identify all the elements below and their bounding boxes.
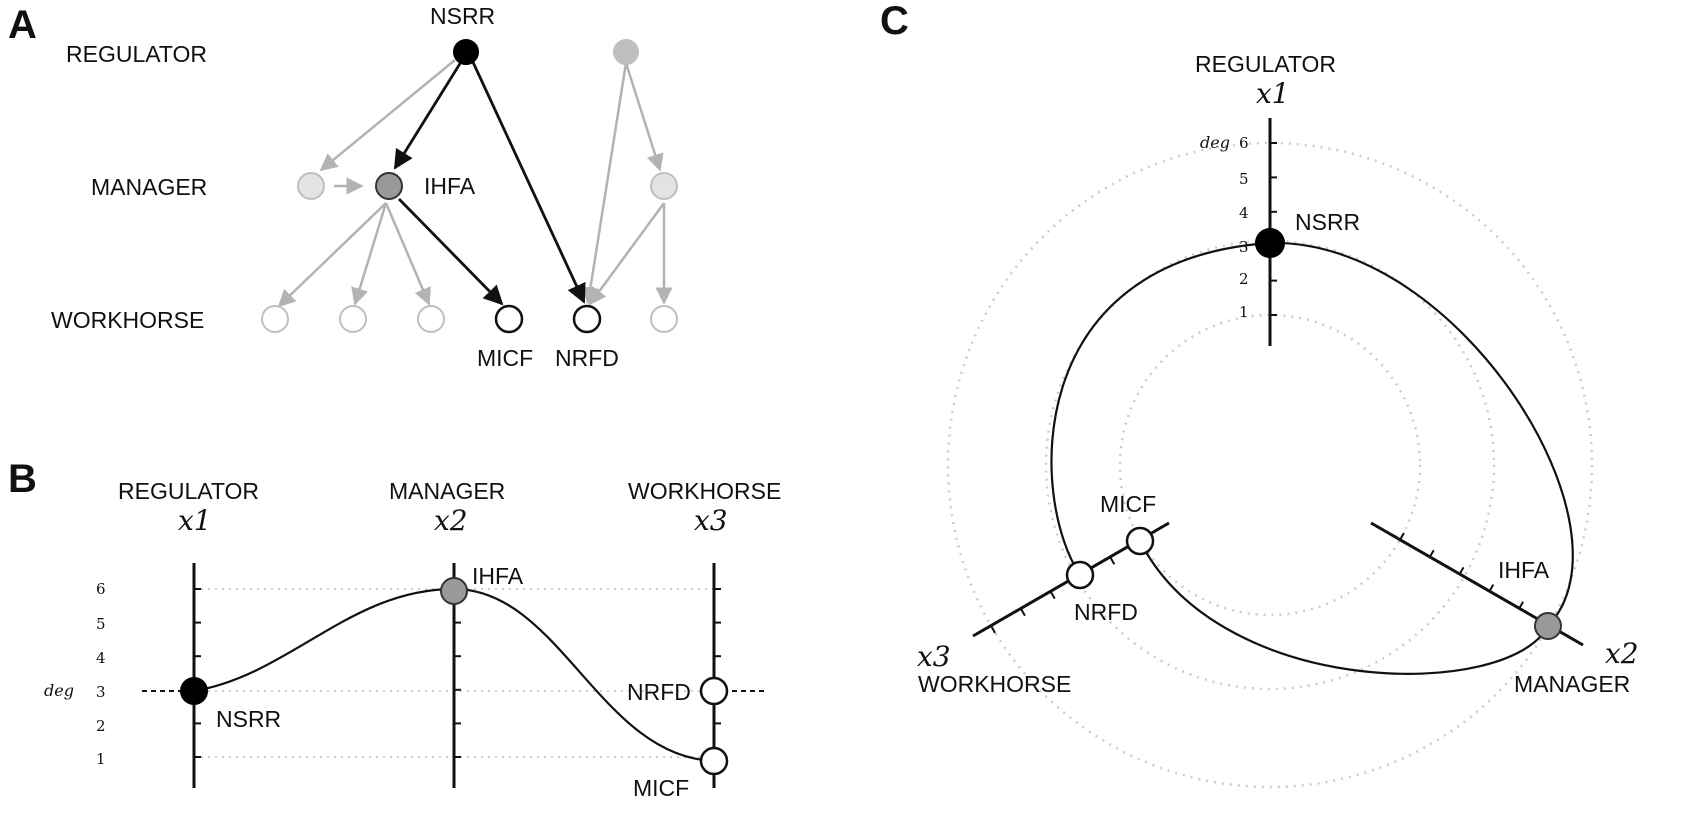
label-ihfa-a: IHFA — [424, 173, 476, 199]
label-nsrr-a: NSRR — [430, 3, 495, 29]
tick-mark-c-x2 — [1488, 584, 1495, 593]
label-micf-c: MICF — [1100, 491, 1156, 517]
edge-fadedmgr-to-nrfd — [588, 202, 666, 306]
tick-c-1: 1 — [1239, 303, 1249, 321]
axis-c-x1-label: x1 — [1256, 77, 1290, 110]
node-ihfa-b — [440, 577, 468, 605]
label-ihfa-b: IHFA — [472, 563, 524, 589]
deg-label-b: deg — [44, 681, 74, 700]
tick-c-3: 3 — [1239, 238, 1249, 256]
tick-mark-c-x2 — [1399, 532, 1405, 541]
tick-b-6: 6 — [96, 580, 106, 598]
panel-c: C 6 5 4 3 2 1 deg NSRR IHFA — [880, 0, 1639, 789]
label-nsrr-c: NSRR — [1295, 209, 1360, 235]
axis-b-x1-label: x1 — [178, 504, 212, 537]
label-nrfd-b: NRFD — [627, 679, 691, 705]
tick-c-2: 2 — [1239, 270, 1249, 288]
faded-edges — [277, 59, 673, 308]
node-micf-b — [699, 746, 729, 776]
node-faded-workhorse-3 — [417, 305, 445, 333]
label-nsrr-b: NSRR — [216, 706, 281, 732]
edge-ihfa-to-wh2 — [351, 202, 388, 306]
label-nrfd-a: NRFD — [555, 345, 619, 371]
edge-nsrr-to-faded-manager — [319, 59, 456, 172]
axis-b-x2-label: x2 — [434, 504, 468, 537]
axis-b-workhorse-label: WORKHORSE — [628, 478, 781, 504]
node-faded-regulator — [613, 39, 639, 65]
axis-c-x2-label: x2 — [1605, 637, 1639, 670]
level-manager-label: MANAGER — [91, 174, 207, 200]
node-nrfd-a — [572, 304, 602, 334]
node-ihfa-c — [1534, 612, 1562, 640]
tick-mark-c-x2 — [1518, 601, 1524, 610]
panel-b: B REGULATOR MANAGER WORKHORSE x1 x2 x3 6… — [8, 457, 781, 801]
tick-b-4: 4 — [96, 649, 106, 667]
panel-b-label: B — [8, 457, 37, 501]
axis-b-regulator-label: REGULATOR — [118, 478, 259, 504]
curve-nrfd-to-nsrr — [1050, 241, 1271, 576]
edge-ihfa-to-wh3 — [384, 202, 431, 306]
node-faded-workhorse-6 — [650, 305, 678, 333]
tick-mark-c-x3 — [1109, 556, 1116, 565]
tick-mark-c-x2 — [1428, 549, 1435, 558]
axis-c-workhorse-label: WORKHORSE — [918, 671, 1071, 697]
node-nsrr-c — [1255, 228, 1285, 258]
tick-mark-c-x3 — [1049, 591, 1056, 600]
panel-a-label: A — [8, 3, 37, 47]
node-micf-a — [494, 304, 524, 334]
axis-b-manager-label: MANAGER — [389, 478, 505, 504]
panel-a: A REGULATOR MANAGER WORKHORSE — [8, 3, 678, 371]
label-ihfa-c: IHFA — [1498, 557, 1550, 583]
edge-fadedreg-to-nrfd — [581, 62, 628, 305]
node-nrfd-b — [699, 676, 729, 706]
node-faded-workhorse-1 — [261, 305, 289, 333]
tick-c-6: 6 — [1239, 134, 1249, 152]
node-faded-manager-left — [297, 172, 325, 200]
level-workhorse-label: WORKHORSE — [51, 307, 204, 333]
highlight-edges — [393, 59, 586, 306]
label-micf-a: MICF — [477, 345, 533, 371]
edge-fadedreg-to-fadedmgr — [624, 62, 664, 172]
curve-ihfa-to-micf — [1139, 540, 1549, 675]
axis-c-regulator-label: REGULATOR — [1195, 51, 1336, 77]
node-faded-workhorse-2 — [339, 305, 367, 333]
label-nrfd-c: NRFD — [1074, 599, 1138, 625]
level-regulator-label: REGULATOR — [66, 41, 207, 67]
edge-ihfa-to-wh1 — [277, 202, 387, 308]
node-nrfd-c — [1065, 560, 1095, 590]
node-micf-c — [1125, 526, 1155, 556]
label-micf-b: MICF — [633, 775, 689, 801]
c-axis-ticks — [990, 142, 1554, 634]
edge-ihfa-to-micf — [398, 198, 504, 306]
axis-c-manager-label: MANAGER — [1514, 671, 1630, 697]
curve-nsrr-to-ihfa — [1269, 241, 1574, 627]
panel-c-label: C — [880, 0, 909, 43]
tick-b-3: 3 — [96, 683, 106, 701]
tick-mark-c-x2 — [1458, 566, 1465, 575]
node-ihfa-a — [375, 172, 403, 200]
axis-b-x3-label: x3 — [694, 504, 728, 537]
tick-b-5: 5 — [96, 615, 106, 633]
tick-c-5: 5 — [1239, 170, 1249, 188]
tick-b-2: 2 — [96, 717, 106, 735]
edge-nsrr-to-ihfa — [393, 61, 463, 170]
tick-mark-c-x3 — [1020, 608, 1026, 617]
c-connection-curves — [1050, 241, 1574, 675]
tick-mark-c-x3 — [990, 625, 997, 634]
tick-b-1: 1 — [96, 750, 106, 768]
ring-deg-6 — [946, 141, 1594, 789]
axis-c-x3-label: x3 — [917, 640, 951, 673]
c-degree-rings — [946, 141, 1594, 789]
ring-deg-3 — [1044, 239, 1496, 691]
ring-deg-1 — [1118, 313, 1422, 617]
tick-c-4: 4 — [1239, 204, 1249, 222]
node-nsrr-b — [180, 677, 208, 705]
node-faded-manager-right — [650, 172, 678, 200]
edge-nsrr-to-nrfd — [470, 59, 586, 304]
deg-label-c: deg — [1200, 133, 1230, 152]
node-nsrr-a — [453, 39, 479, 65]
